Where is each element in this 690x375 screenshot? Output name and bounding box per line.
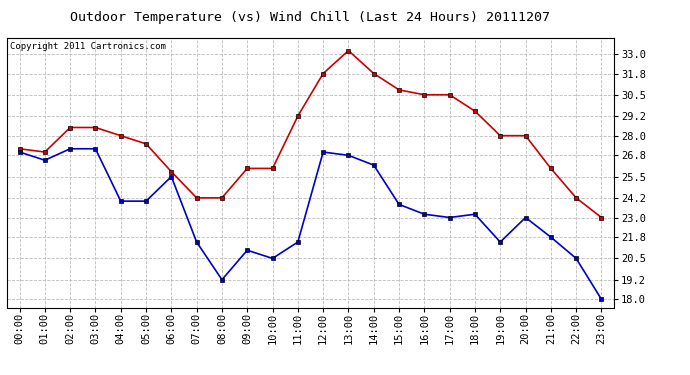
Text: Outdoor Temperature (vs) Wind Chill (Last 24 Hours) 20111207: Outdoor Temperature (vs) Wind Chill (Las… [70, 11, 551, 24]
Text: Copyright 2011 Cartronics.com: Copyright 2011 Cartronics.com [10, 42, 166, 51]
